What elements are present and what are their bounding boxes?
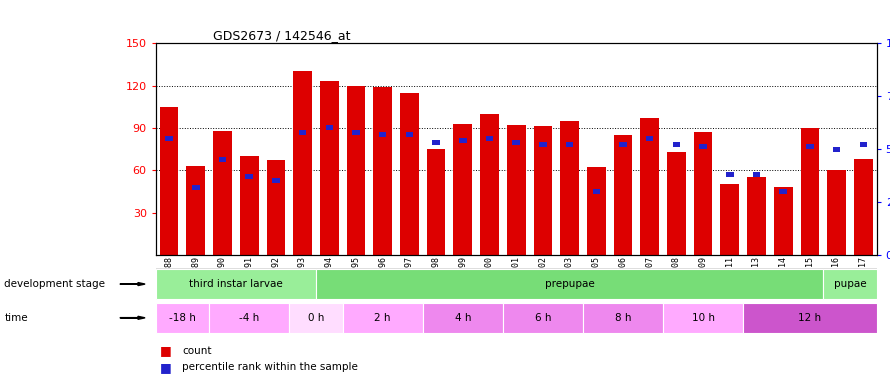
Bar <box>240 156 259 255</box>
Bar <box>326 125 333 130</box>
Bar <box>721 184 740 255</box>
Bar <box>246 174 253 179</box>
Bar <box>801 128 820 255</box>
Text: 4 h: 4 h <box>455 313 471 323</box>
Bar <box>166 136 173 141</box>
Bar <box>352 130 360 135</box>
Text: percentile rank within the sample: percentile rank within the sample <box>182 363 359 372</box>
Bar <box>694 132 713 255</box>
Bar <box>663 303 743 333</box>
Bar <box>833 147 840 152</box>
Bar <box>534 126 552 255</box>
Bar <box>289 303 343 333</box>
Bar <box>507 125 526 255</box>
Bar <box>427 149 446 255</box>
Bar <box>774 187 793 255</box>
Bar <box>641 118 659 255</box>
Bar <box>156 303 209 333</box>
Bar <box>481 114 499 255</box>
Text: development stage: development stage <box>4 279 105 289</box>
Text: 8 h: 8 h <box>615 313 631 323</box>
Bar <box>828 170 846 255</box>
Bar <box>513 140 520 145</box>
Bar <box>646 136 653 141</box>
Bar <box>583 303 663 333</box>
Bar <box>614 135 633 255</box>
Bar <box>566 142 573 147</box>
Text: prepupae: prepupae <box>545 279 595 289</box>
Bar <box>406 132 413 137</box>
Bar <box>160 106 179 255</box>
Bar <box>272 178 279 183</box>
Text: count: count <box>182 346 212 355</box>
Bar <box>214 131 232 255</box>
Bar <box>209 303 289 333</box>
Bar <box>187 166 206 255</box>
Bar <box>267 160 286 255</box>
Text: pupae: pupae <box>834 279 866 289</box>
Bar <box>486 136 493 141</box>
Bar <box>539 142 546 147</box>
Text: 2 h: 2 h <box>375 313 391 323</box>
Text: third instar larvae: third instar larvae <box>189 279 283 289</box>
Bar <box>379 132 386 137</box>
Text: ■: ■ <box>160 344 172 357</box>
Text: ■: ■ <box>160 361 172 374</box>
Bar <box>316 269 823 299</box>
Text: GDS2673 / 142546_at: GDS2673 / 142546_at <box>214 29 351 42</box>
Bar <box>503 303 583 333</box>
Bar <box>374 87 392 255</box>
Text: 10 h: 10 h <box>692 313 715 323</box>
Bar <box>156 269 316 299</box>
Text: time: time <box>4 313 28 323</box>
Bar <box>753 172 760 177</box>
Bar <box>320 81 339 255</box>
Bar <box>299 130 306 135</box>
Bar <box>860 142 867 147</box>
Text: -4 h: -4 h <box>239 313 259 323</box>
Bar <box>780 189 787 194</box>
Bar <box>587 167 606 255</box>
Bar <box>454 124 473 255</box>
Bar <box>668 152 686 255</box>
Bar <box>806 144 813 149</box>
Bar <box>219 157 226 162</box>
Bar <box>726 172 733 177</box>
Bar <box>294 71 312 255</box>
Bar <box>748 177 766 255</box>
Text: -18 h: -18 h <box>169 313 196 323</box>
Bar <box>743 303 877 333</box>
Bar <box>823 269 877 299</box>
Bar <box>700 144 707 149</box>
Bar <box>854 159 873 255</box>
Bar <box>433 140 440 145</box>
Text: 12 h: 12 h <box>798 313 821 323</box>
Text: 0 h: 0 h <box>308 313 324 323</box>
Text: 6 h: 6 h <box>535 313 551 323</box>
Bar <box>347 86 366 255</box>
Bar <box>561 121 579 255</box>
Bar <box>619 142 627 147</box>
Bar <box>673 142 680 147</box>
Bar <box>400 93 419 255</box>
Bar <box>423 303 503 333</box>
Bar <box>593 189 600 194</box>
Bar <box>459 138 466 143</box>
Bar <box>192 185 199 190</box>
Bar <box>343 303 423 333</box>
